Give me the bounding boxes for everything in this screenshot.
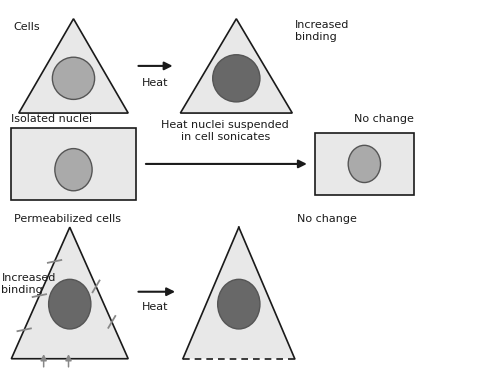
Ellipse shape bbox=[348, 145, 380, 182]
Text: Heat nuclei suspended
in cell sonicates: Heat nuclei suspended in cell sonicates bbox=[162, 120, 289, 142]
Text: No change: No change bbox=[297, 214, 357, 224]
Polygon shape bbox=[180, 19, 292, 113]
Text: Cells: Cells bbox=[14, 22, 40, 32]
Text: Heat: Heat bbox=[142, 78, 169, 88]
Text: No change: No change bbox=[354, 114, 414, 124]
Ellipse shape bbox=[48, 279, 91, 329]
Bar bbox=[12, 128, 136, 200]
Text: Increased
binding: Increased binding bbox=[2, 273, 56, 295]
Polygon shape bbox=[19, 19, 128, 113]
Bar bbox=[314, 133, 414, 195]
Polygon shape bbox=[12, 227, 128, 359]
Polygon shape bbox=[183, 227, 295, 359]
Text: Permeabilized cells: Permeabilized cells bbox=[14, 214, 121, 224]
Text: Heat: Heat bbox=[142, 302, 169, 312]
Ellipse shape bbox=[218, 279, 260, 329]
Ellipse shape bbox=[52, 57, 94, 99]
Ellipse shape bbox=[212, 55, 260, 102]
Text: Increased
binding: Increased binding bbox=[295, 20, 349, 42]
Text: Isolated nuclei: Isolated nuclei bbox=[12, 114, 92, 124]
Ellipse shape bbox=[55, 149, 92, 191]
